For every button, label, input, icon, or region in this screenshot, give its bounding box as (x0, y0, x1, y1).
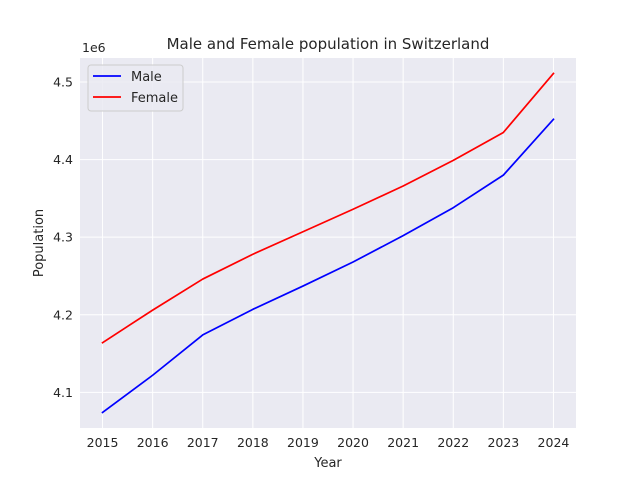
legend-label-female: Female (131, 91, 178, 106)
x-tick-label: 2015 (87, 435, 119, 450)
y-offset-label: 1e6 (82, 40, 106, 55)
chart-title: Male and Female population in Switzerlan… (167, 35, 490, 53)
legend-label-male: Male (131, 70, 162, 85)
x-tick-label: 2016 (137, 435, 169, 450)
legend: Male Female (87, 64, 184, 112)
x-tick-label: 2022 (437, 435, 469, 450)
y-tick-labels: 4.1 4.2 4.3 4.4 4.5 (53, 75, 73, 400)
y-tick-label: 4.3 (53, 230, 73, 245)
y-tick-label: 4.5 (53, 75, 73, 90)
x-tick-label: 2024 (538, 435, 570, 450)
series-line-male (101, 118, 555, 414)
x-tick-label: 2020 (337, 435, 369, 450)
grid (80, 58, 576, 428)
x-tick-label: 2023 (487, 435, 519, 450)
series-layer (101, 72, 555, 414)
y-tick-label: 4.4 (53, 152, 73, 167)
x-tick-label: 2021 (387, 435, 419, 450)
series-line-female (101, 72, 555, 344)
x-tick-label: 2017 (187, 435, 219, 450)
x-axis-label: Year (313, 456, 342, 471)
x-tick-label: 2019 (287, 435, 319, 450)
y-tick-label: 4.2 (53, 307, 73, 322)
plot-area (80, 58, 576, 428)
y-axis-label: Population (32, 209, 47, 277)
x-tick-label: 2018 (237, 435, 269, 450)
x-tick-labels: 2015 2016 2017 2018 2019 2020 2021 2022 2023 2024 (87, 435, 570, 450)
y-tick-label: 4.1 (53, 385, 73, 400)
